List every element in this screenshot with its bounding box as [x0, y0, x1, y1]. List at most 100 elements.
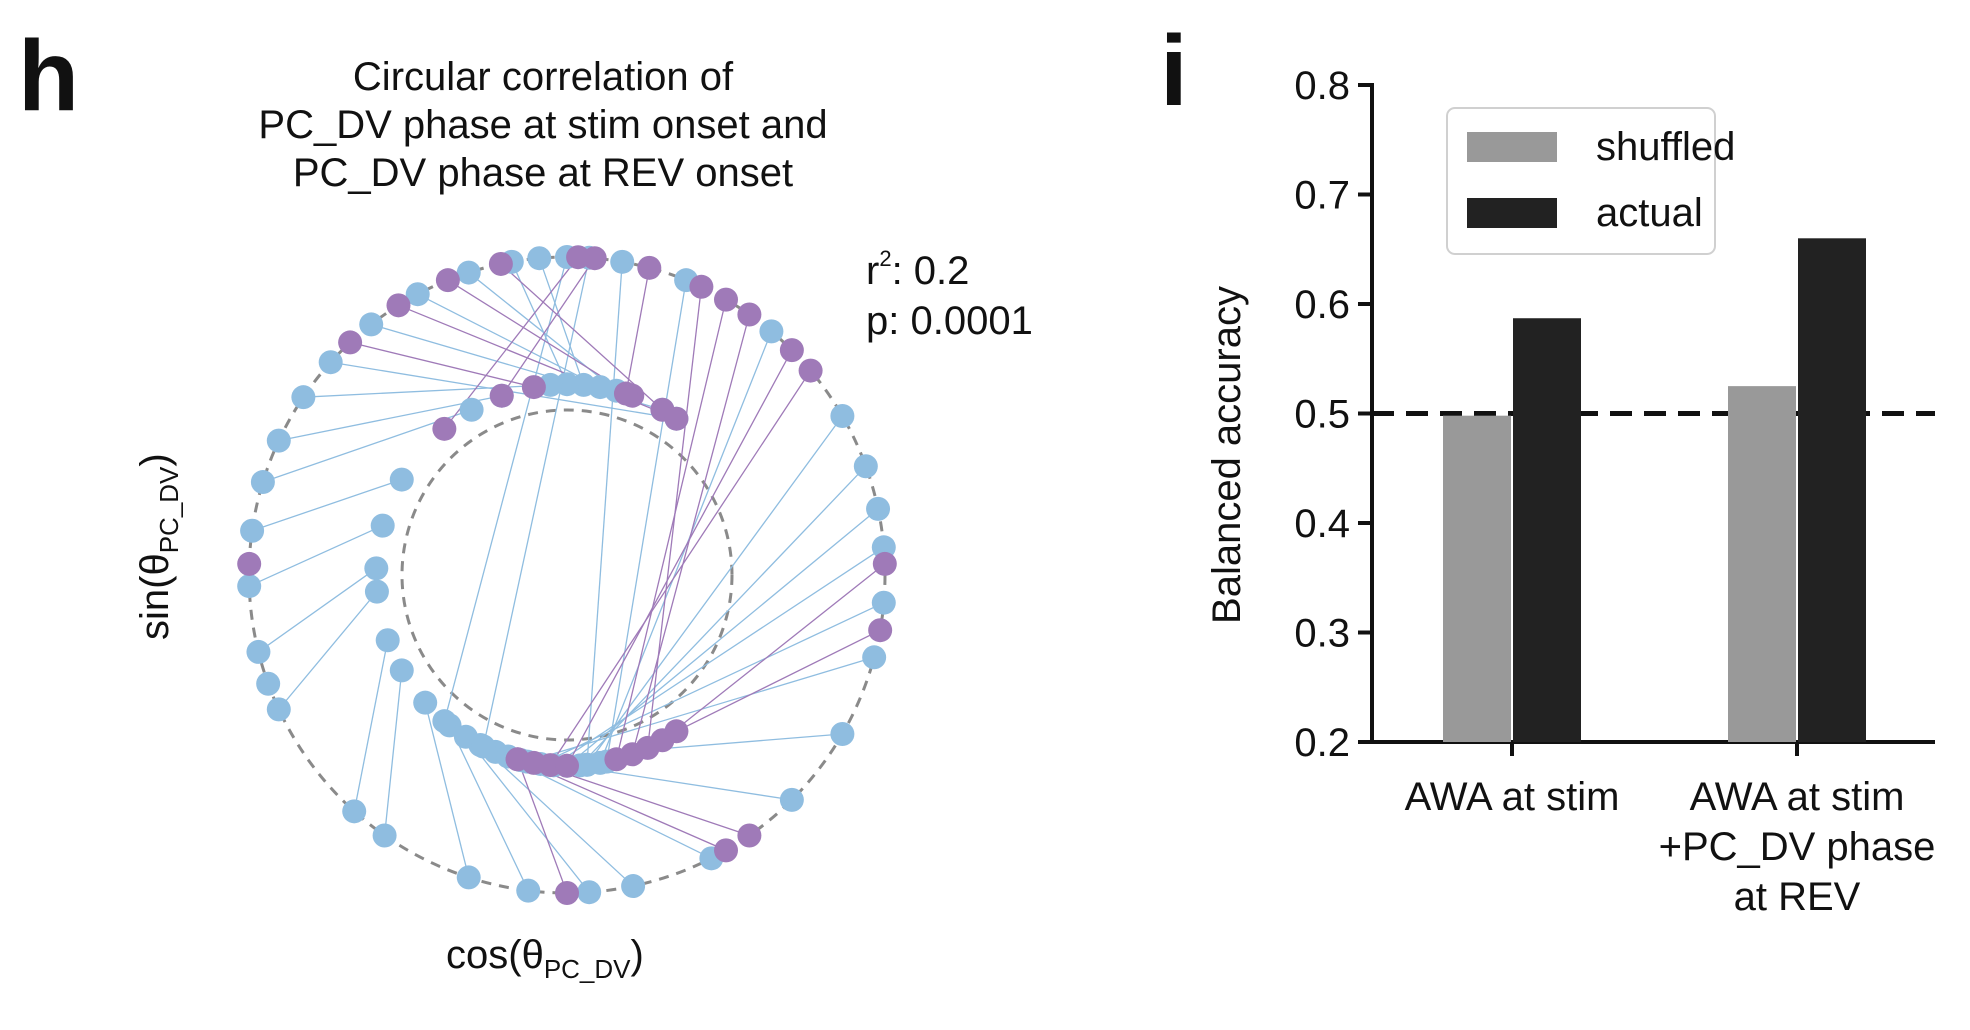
inner-point — [521, 375, 546, 400]
link-line — [553, 546, 885, 766]
x-axis-label-main: cos(θ — [446, 933, 544, 977]
x-tick-label: AWA at stim — [1690, 775, 1905, 819]
inner-point — [555, 753, 579, 778]
legend: shuffled actual — [1446, 107, 1735, 255]
outer-point — [250, 470, 275, 495]
link-line — [448, 725, 529, 891]
x-axis-label: cos(θPC_DV) — [446, 933, 644, 984]
panel-h-title-line-2: PC_DV phase at stim onset and — [258, 103, 827, 147]
outer-point — [862, 645, 887, 670]
points-layer — [237, 245, 897, 905]
outer-point — [830, 722, 855, 746]
outer-point — [456, 865, 481, 890]
inner-point — [364, 556, 389, 581]
outer-point — [737, 302, 762, 327]
y-axis-label: sin(θPC_DV) — [133, 453, 184, 640]
outer-point — [516, 878, 541, 903]
y-tick-label: 0.5 — [1294, 393, 1350, 437]
legend-swatch — [1467, 132, 1557, 162]
outer-point — [714, 287, 738, 312]
outer-point — [868, 618, 893, 643]
outer-point — [866, 496, 891, 521]
y-tick-label: 0.6 — [1294, 283, 1350, 327]
outer-point — [435, 268, 460, 293]
inner-point — [613, 381, 638, 406]
outer-point — [830, 404, 855, 428]
link-line — [631, 314, 751, 755]
outer-point — [577, 880, 602, 905]
outer-point — [714, 838, 738, 863]
link-line — [676, 629, 881, 732]
link-line — [383, 670, 403, 836]
legend-label: shuffled — [1596, 125, 1735, 169]
inner-point — [432, 709, 457, 734]
outer-point — [759, 319, 784, 344]
y-axis-label-main: sin(θ — [133, 553, 177, 640]
outer-point — [266, 428, 291, 453]
link-line — [566, 508, 879, 767]
link-line — [615, 299, 727, 760]
outer-point — [338, 330, 363, 355]
outer-point — [237, 574, 262, 599]
outer-point — [566, 245, 591, 270]
x-axis-label-close: ) — [631, 933, 644, 977]
outer-point — [342, 799, 367, 824]
outer-point — [266, 697, 291, 722]
link-line — [479, 744, 634, 887]
y-tick-label: 0.8 — [1294, 64, 1350, 108]
link-line — [349, 341, 535, 388]
circle-plot — [237, 245, 897, 905]
stats-r2: r2: 0.2 — [866, 246, 969, 293]
link-line — [586, 261, 623, 765]
inner-point — [375, 628, 400, 653]
outer-point — [246, 639, 271, 664]
stats-r2-value: : 0.2 — [892, 249, 970, 293]
link-line — [417, 293, 601, 388]
y-tick-label: 0.3 — [1294, 612, 1350, 656]
y-tick-label: 0.7 — [1294, 174, 1350, 218]
panel-h-letter: h — [18, 20, 79, 132]
outer-point — [737, 823, 762, 848]
panel-i-letter: i — [1160, 15, 1188, 127]
stats-r2-label: r — [866, 249, 879, 293]
bars — [1443, 238, 1866, 743]
x-tick-label: AWA at stim — [1405, 775, 1620, 819]
panel-h-title-line-1: Circular correlation of — [353, 55, 734, 99]
link-line — [646, 286, 703, 748]
inner-point — [664, 719, 689, 744]
inner-point — [664, 406, 689, 431]
outer-point — [240, 518, 265, 543]
link-line — [538, 257, 585, 386]
link-line — [465, 736, 590, 893]
stats-p: p: 0.0001 — [866, 299, 1033, 343]
link-line — [625, 267, 650, 394]
x-axis-label-sub: PC_DV — [544, 954, 631, 984]
y-tick-label: 0.2 — [1294, 721, 1350, 765]
inner-point — [574, 752, 599, 777]
outer-point — [359, 312, 384, 337]
bar-shuffled — [1443, 415, 1511, 742]
outer-point — [798, 358, 823, 383]
link-line — [579, 465, 867, 766]
x-tick-label: at REV — [1734, 875, 1861, 919]
inner-point — [459, 397, 484, 422]
inner-point — [604, 747, 629, 772]
outer-point — [527, 246, 552, 271]
outer-point — [291, 385, 316, 410]
y-axis-label-sub: PC_DV — [154, 466, 184, 553]
y-tick-label: 0.4 — [1294, 502, 1350, 546]
outer-point — [871, 590, 896, 615]
panel-h-title-line-3: PC_DV phase at REV onset — [293, 151, 793, 195]
inner-point — [370, 513, 395, 538]
inner-point — [389, 658, 414, 683]
inner-point — [588, 375, 613, 400]
inner-point — [364, 579, 389, 604]
link-line — [443, 256, 568, 722]
outer-point — [318, 350, 343, 375]
inner-point — [413, 690, 438, 715]
bar-y-axis-label: Balanced accuracy — [1205, 286, 1249, 624]
outer-point — [555, 881, 579, 905]
bar-actual — [1513, 318, 1581, 742]
outer-point — [456, 260, 481, 285]
